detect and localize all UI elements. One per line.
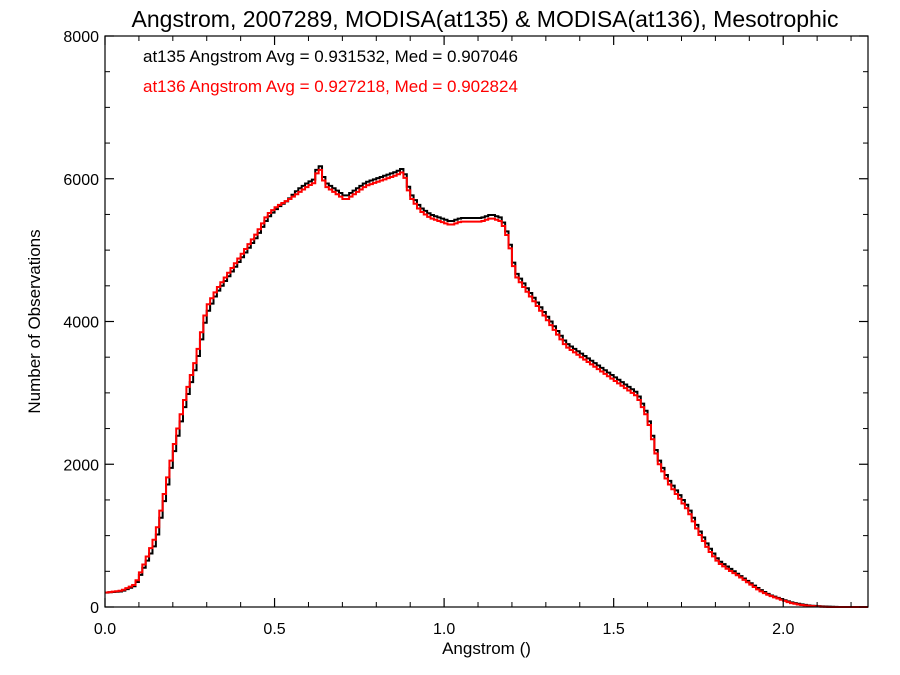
y-tick-label: 4000 bbox=[63, 315, 99, 332]
x-tick-label: 0.0 bbox=[94, 621, 116, 638]
plot-frame bbox=[104, 35, 869, 608]
y-tick-label: 8000 bbox=[63, 29, 99, 46]
x-tick-label: 1.5 bbox=[603, 621, 625, 638]
chart-title: Angstrom, 2007289, MODISA(at135) & MODIS… bbox=[132, 6, 839, 32]
y-tick-label: 6000 bbox=[63, 172, 99, 189]
y-tick-label: 2000 bbox=[63, 457, 99, 474]
legend-entry-at136: at136 Angstrom Avg = 0.927218, Med = 0.9… bbox=[143, 77, 518, 96]
x-tick-label: 0.5 bbox=[263, 621, 285, 638]
plot-area bbox=[105, 165, 868, 608]
y-tick-label: 0 bbox=[90, 600, 99, 617]
x-tick-label: 2.0 bbox=[772, 621, 794, 638]
axis-ticks: 0.0 0.5 1.0 1.5 2.0 0 2000 4000 6000 8000 bbox=[63, 29, 868, 638]
legend: at135 Angstrom Avg = 0.931532, Med = 0.9… bbox=[143, 47, 518, 96]
legend-entry-at135: at135 Angstrom Avg = 0.931532, Med = 0.9… bbox=[143, 47, 518, 66]
x-axis-label: Angstrom () bbox=[442, 639, 531, 658]
series-line-at135 bbox=[105, 165, 868, 608]
series-line-at136 bbox=[105, 168, 868, 608]
y-axis-label: Number of Observations bbox=[25, 229, 44, 413]
x-tick-label: 1.0 bbox=[433, 621, 455, 638]
